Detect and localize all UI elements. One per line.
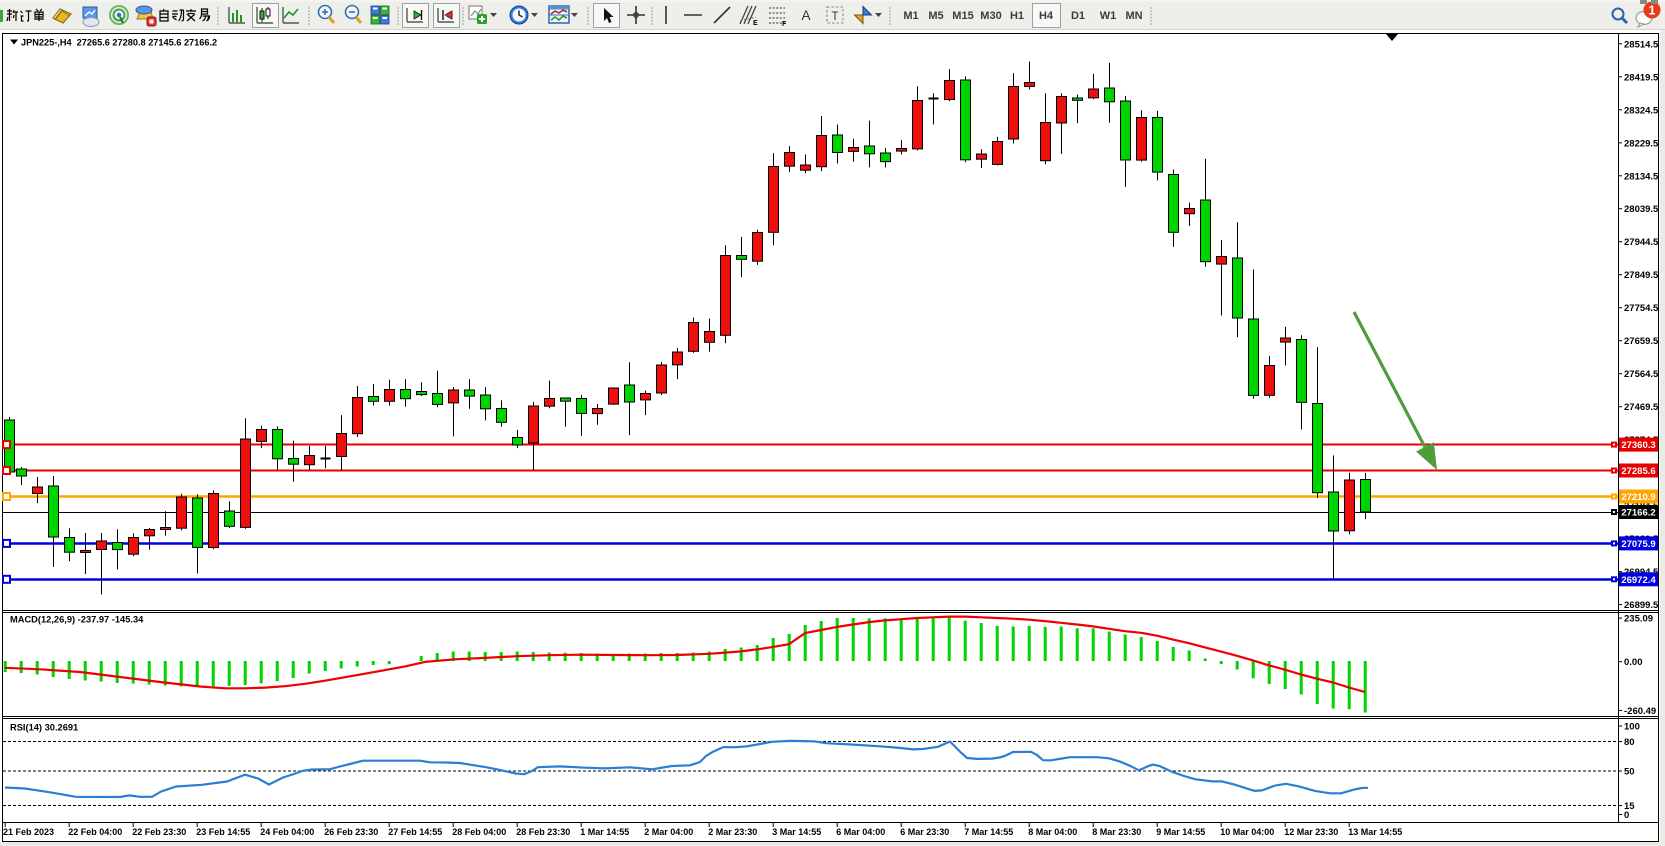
svg-text:27849.5: 27849.5 [1624,270,1659,281]
svg-text:2 Mar 04:00: 2 Mar 04:00 [644,827,693,837]
svg-text:27564.5: 27564.5 [1624,369,1659,380]
svg-text:28039.5: 28039.5 [1624,204,1659,215]
svg-text:H4: H4 [1039,10,1054,22]
svg-text:27210.9: 27210.9 [1621,492,1655,503]
svg-text:235.09: 235.09 [1624,614,1653,625]
svg-text:28324.5: 28324.5 [1624,105,1659,116]
svg-text:F: F [782,21,787,28]
svg-text:MACD(12,26,9) -237.97 -145.34: MACD(12,26,9) -237.97 -145.34 [10,615,144,625]
svg-text:M15: M15 [952,10,973,22]
svg-text:M5: M5 [928,10,943,22]
svg-text:8 Mar 23:30: 8 Mar 23:30 [1092,827,1141,837]
svg-text:22 Feb 23:30: 22 Feb 23:30 [132,827,186,837]
svg-text:6 Mar 23:30: 6 Mar 23:30 [900,827,949,837]
svg-text:RSI(14) 30.2691: RSI(14) 30.2691 [10,723,78,733]
svg-text:27166.2: 27166.2 [1621,508,1655,519]
svg-text:27075.9: 27075.9 [1621,539,1655,550]
svg-text:1: 1 [1649,4,1656,18]
svg-text:M30: M30 [980,10,1001,22]
svg-text:27 Feb 14:55: 27 Feb 14:55 [388,827,442,837]
svg-text:JPN225-,H4 27265.6 27280.8 27: JPN225-,H4 27265.6 27280.8 27145.6 27166… [21,38,217,48]
svg-text:23 Feb 14:55: 23 Feb 14:55 [196,827,250,837]
svg-text:15: 15 [1624,801,1635,812]
svg-text:MN: MN [1125,10,1142,22]
svg-text:28 Feb 23:30: 28 Feb 23:30 [516,827,570,837]
svg-text:100: 100 [1624,722,1640,733]
svg-text:24 Feb 04:00: 24 Feb 04:00 [260,827,314,837]
svg-text:12 Mar 23:30: 12 Mar 23:30 [1284,827,1338,837]
svg-text:7 Mar 14:55: 7 Mar 14:55 [964,827,1013,837]
svg-text:50: 50 [1624,767,1635,778]
svg-text:21 Feb 2023: 21 Feb 2023 [3,827,54,837]
svg-text:D1: D1 [1071,10,1085,22]
svg-text:27285.6: 27285.6 [1621,466,1655,477]
svg-text:1 Mar 14:55: 1 Mar 14:55 [580,827,629,837]
svg-text:28 Feb 04:00: 28 Feb 04:00 [452,827,506,837]
svg-text:28419.5: 28419.5 [1624,72,1659,83]
svg-text:3 Mar 14:55: 3 Mar 14:55 [772,827,821,837]
svg-text:W1: W1 [1100,10,1117,22]
svg-text:26 Feb 23:30: 26 Feb 23:30 [324,827,378,837]
svg-text:8 Mar 04:00: 8 Mar 04:00 [1028,827,1077,837]
svg-text:28229.5: 28229.5 [1624,138,1659,149]
svg-text:26899.5: 26899.5 [1624,600,1659,611]
svg-text:2 Mar 23:30: 2 Mar 23:30 [708,827,757,837]
svg-text:27754.5: 27754.5 [1624,303,1659,314]
svg-text:H1: H1 [1010,10,1024,22]
svg-text:80: 80 [1624,737,1635,748]
svg-text:27360.3: 27360.3 [1621,440,1655,451]
svg-text:-260.49: -260.49 [1624,706,1656,717]
svg-text:0: 0 [1624,810,1629,821]
svg-text:E: E [753,20,758,27]
svg-text:0.00: 0.00 [1624,657,1643,668]
svg-text:6 Mar 04:00: 6 Mar 04:00 [836,827,885,837]
svg-text:9 Mar 14:55: 9 Mar 14:55 [1156,827,1205,837]
svg-text:10 Mar 04:00: 10 Mar 04:00 [1220,827,1274,837]
svg-text:28134.5: 28134.5 [1624,171,1659,182]
svg-text:28514.5: 28514.5 [1624,39,1659,50]
svg-text:A: A [801,8,810,23]
svg-text:T: T [831,11,838,23]
svg-text:13 Mar 14:55: 13 Mar 14:55 [1348,827,1402,837]
svg-text:27469.5: 27469.5 [1624,402,1659,413]
svg-text:27659.5: 27659.5 [1624,336,1659,347]
svg-text:27944.5: 27944.5 [1624,237,1659,248]
svg-text:M1: M1 [903,10,918,22]
svg-text:26972.4: 26972.4 [1621,575,1656,586]
svg-text:22 Feb 04:00: 22 Feb 04:00 [68,827,122,837]
